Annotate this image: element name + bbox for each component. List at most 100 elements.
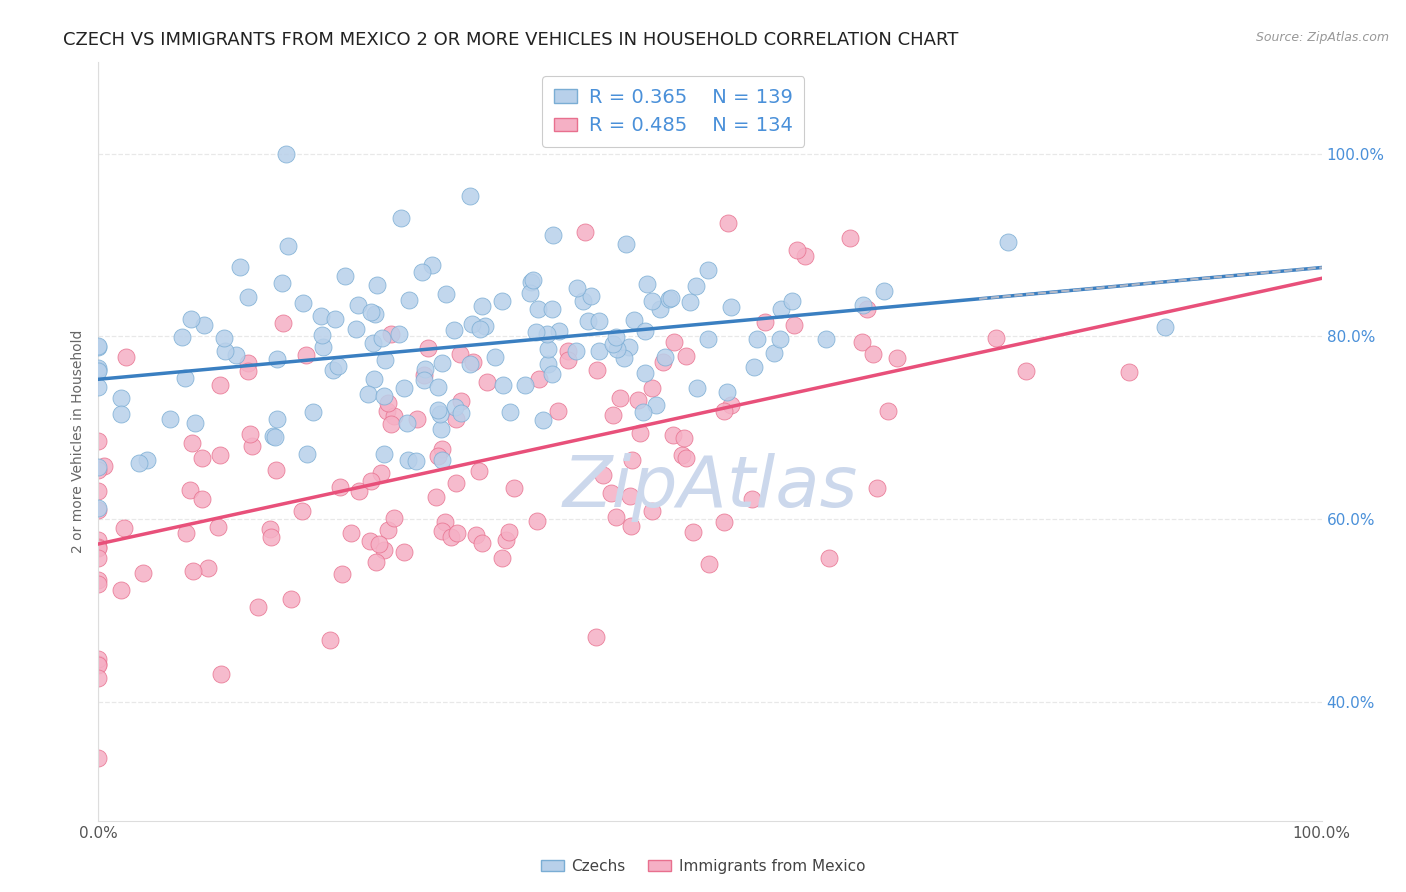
Point — [641, 294, 664, 309]
Point — [87, 533, 110, 547]
Point — [87, 657, 110, 671]
Point — [323, 312, 346, 326]
Point — [720, 398, 742, 412]
Point — [527, 302, 550, 317]
Point — [87, 434, 110, 448]
Point — [413, 361, 436, 376]
Point — [531, 413, 554, 427]
Point — [477, 376, 499, 390]
Point — [661, 428, 683, 442]
Point — [374, 353, 396, 368]
Point — [492, 378, 515, 392]
Point — [634, 324, 657, 338]
Point — [671, 448, 693, 462]
Point — [602, 408, 624, 422]
Point — [259, 522, 281, 536]
Point — [605, 510, 627, 524]
Point — [522, 273, 544, 287]
Point — [627, 392, 650, 407]
Point — [344, 321, 367, 335]
Point — [312, 340, 335, 354]
Point — [499, 404, 522, 418]
Point — [685, 278, 707, 293]
Point — [416, 341, 439, 355]
Point — [536, 326, 558, 341]
Point — [193, 318, 215, 332]
Point — [377, 523, 399, 537]
Point — [266, 351, 288, 366]
Point — [524, 326, 547, 340]
Point — [876, 403, 898, 417]
Point — [371, 330, 394, 344]
Point — [207, 520, 229, 534]
Point — [373, 389, 395, 403]
Point — [115, 350, 138, 364]
Point — [659, 291, 682, 305]
Point — [461, 318, 484, 332]
Point — [425, 490, 447, 504]
Point — [444, 475, 467, 490]
Point — [392, 380, 415, 394]
Point — [432, 442, 454, 456]
Point — [458, 357, 481, 371]
Point — [426, 449, 449, 463]
Point — [264, 463, 287, 477]
Point — [128, 456, 150, 470]
Point — [330, 566, 353, 581]
Point — [180, 436, 202, 450]
Point — [366, 555, 388, 569]
Point — [87, 751, 110, 765]
Point — [652, 355, 675, 369]
Point — [623, 313, 645, 327]
Point — [190, 450, 212, 465]
Point — [602, 337, 624, 351]
Point — [579, 289, 602, 303]
Point — [412, 368, 434, 383]
Point — [851, 334, 873, 349]
Point — [434, 287, 457, 301]
Point — [609, 391, 631, 405]
Point — [862, 347, 884, 361]
Point — [375, 404, 398, 418]
Point — [212, 331, 235, 345]
Point — [318, 632, 340, 647]
Point — [997, 235, 1019, 249]
Point — [783, 318, 806, 332]
Point — [592, 468, 614, 483]
Point — [132, 566, 155, 581]
Point — [770, 301, 793, 316]
Point — [87, 577, 110, 591]
Point — [110, 582, 132, 597]
Point — [87, 484, 110, 499]
Point — [557, 353, 579, 368]
Point — [184, 416, 207, 430]
Point — [762, 346, 785, 360]
Point — [432, 524, 454, 538]
Point — [682, 525, 704, 540]
Point — [373, 542, 395, 557]
Point — [527, 372, 550, 386]
Point — [782, 294, 804, 309]
Point — [398, 293, 420, 307]
Point — [474, 318, 496, 333]
Point — [110, 391, 132, 405]
Point — [786, 243, 808, 257]
Point — [264, 430, 287, 444]
Point — [838, 231, 860, 245]
Point — [984, 331, 1007, 345]
Point — [326, 359, 349, 373]
Point — [396, 452, 419, 467]
Point — [491, 294, 513, 309]
Point — [686, 381, 709, 395]
Point — [333, 268, 356, 283]
Point — [87, 541, 110, 555]
Point — [361, 336, 384, 351]
Point — [366, 277, 388, 292]
Point — [382, 409, 405, 423]
Point — [364, 307, 387, 321]
Point — [87, 540, 110, 554]
Point — [309, 309, 332, 323]
Point — [586, 363, 609, 377]
Point — [432, 356, 454, 370]
Point — [537, 357, 560, 371]
